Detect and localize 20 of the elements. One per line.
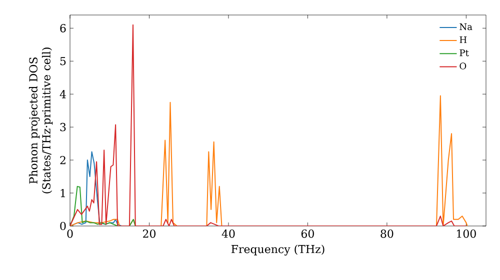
line-series — [70, 186, 136, 226]
x-tick-label: 80 — [380, 230, 394, 238]
legend-label: H — [460, 36, 467, 44]
y-tick-label: 5 — [60, 57, 66, 66]
legend-label: Pt — [460, 50, 469, 56]
x-tick-label: 40 — [222, 230, 235, 238]
y-tick-label: 2 — [60, 156, 66, 164]
y-tick-label: 1 — [60, 188, 65, 198]
x-axis-title: Frequency (THz) — [231, 244, 324, 256]
y-tick-label: 4 — [60, 90, 66, 98]
y-tick-label: 6 — [60, 24, 66, 32]
y-axis-title: Phonon projected DOS (States/THz·primitive cell) — [28, 48, 53, 194]
x-tick-label: 0 — [67, 230, 73, 238]
x-tick-label: 20 — [143, 230, 156, 238]
y-tick-label: 0 — [60, 222, 66, 230]
legend-label: Na — [460, 23, 472, 30]
x-tick-label: 60 — [301, 230, 314, 238]
y-tick-label: 3 — [60, 122, 66, 132]
legend-label: O — [460, 62, 466, 70]
x-tick-label: 100 — [457, 230, 476, 238]
